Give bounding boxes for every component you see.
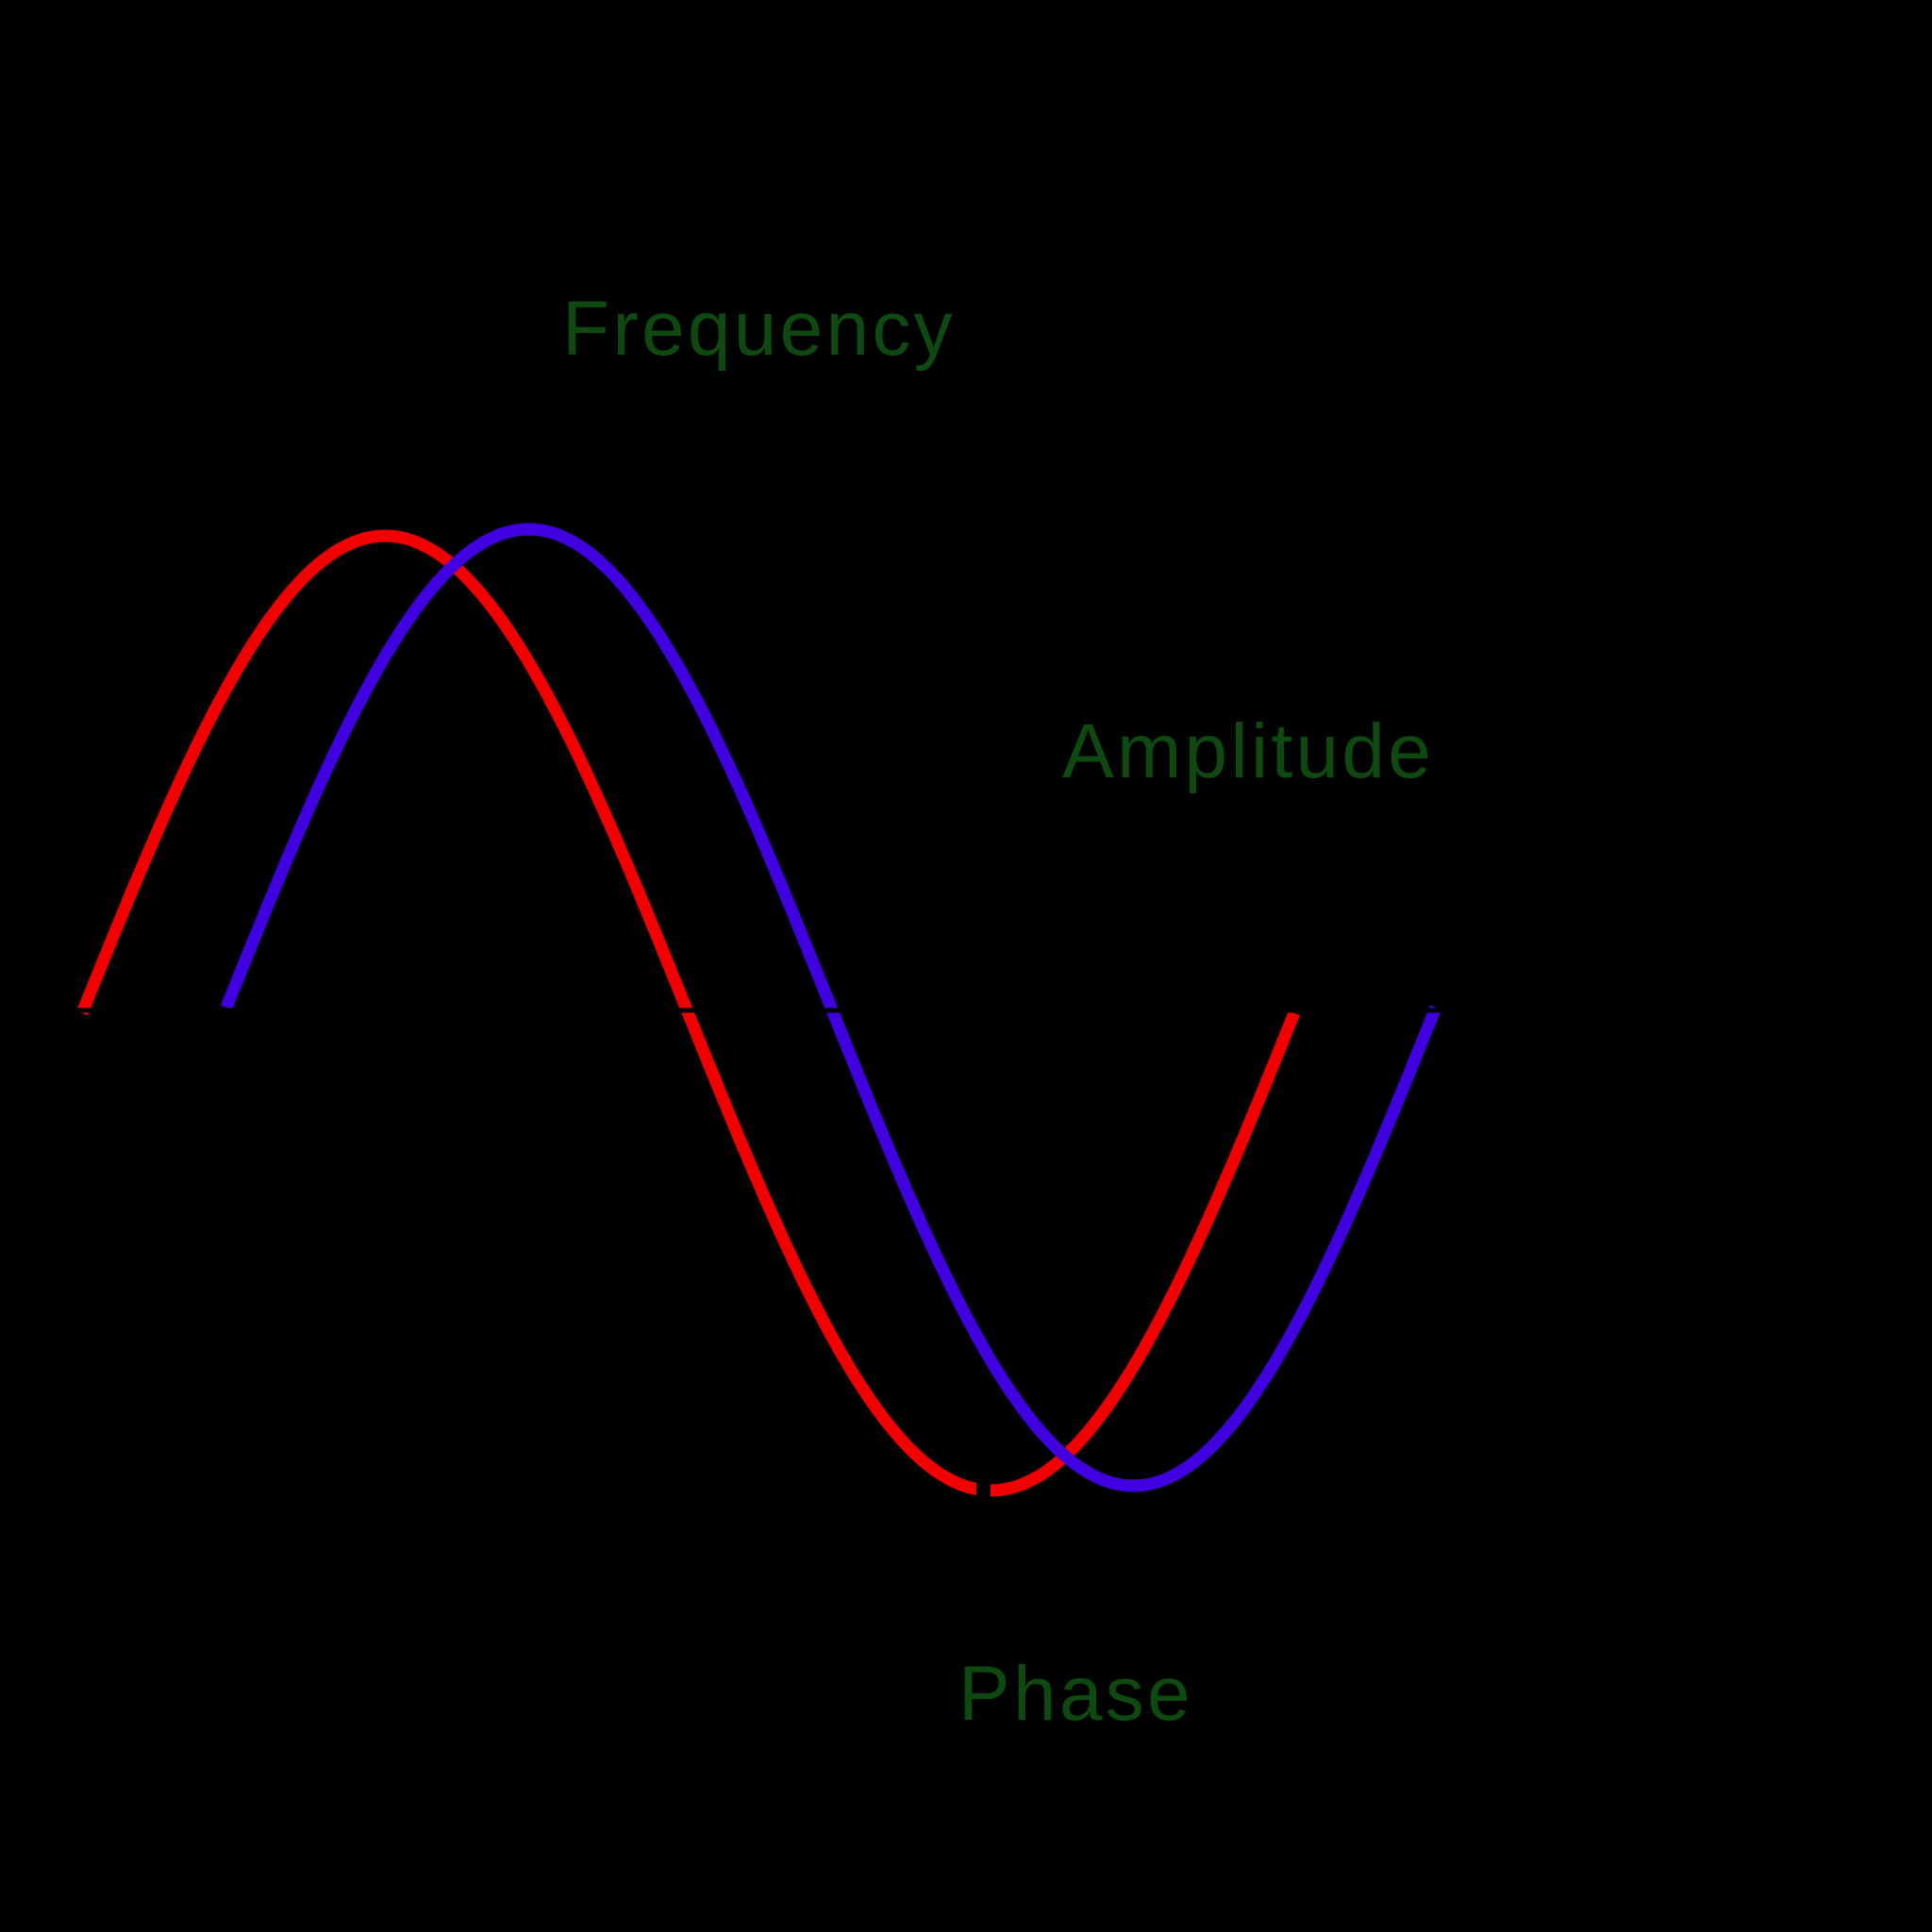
phase-arrow-tip-tick	[976, 1482, 991, 1497]
phase-label: Phase	[958, 1651, 1193, 1737]
amplitude-label: Amplitude	[1062, 708, 1435, 794]
blue-sine-wave	[220, 523, 1442, 1492]
frequency-label: Frequency	[562, 286, 956, 372]
red-sine-wave	[75, 529, 1301, 1497]
